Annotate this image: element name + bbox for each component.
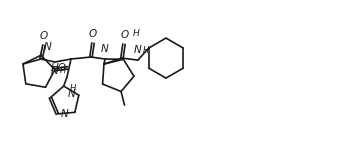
Text: N: N xyxy=(134,45,142,55)
Text: H: H xyxy=(143,46,149,55)
Text: H: H xyxy=(60,66,66,75)
Text: N: N xyxy=(51,66,59,76)
Text: N: N xyxy=(44,42,52,52)
Text: O: O xyxy=(89,29,97,39)
Text: O: O xyxy=(121,30,129,40)
Text: HO: HO xyxy=(51,63,67,73)
Text: N: N xyxy=(101,44,109,54)
Text: N: N xyxy=(60,109,68,119)
Text: H: H xyxy=(69,84,76,93)
Text: H: H xyxy=(133,29,140,38)
Text: O: O xyxy=(40,31,48,41)
Text: N: N xyxy=(68,89,76,99)
